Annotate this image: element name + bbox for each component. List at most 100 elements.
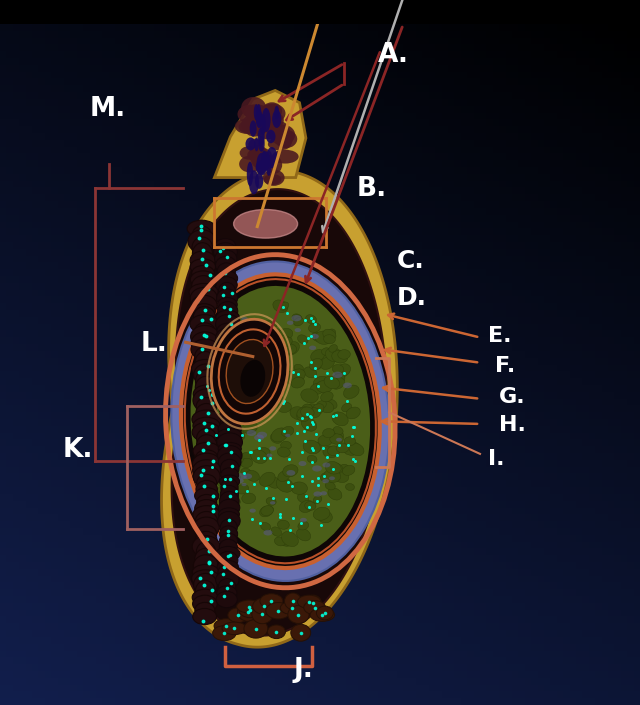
Ellipse shape — [272, 110, 282, 128]
Ellipse shape — [194, 364, 218, 386]
Ellipse shape — [220, 539, 237, 555]
Ellipse shape — [220, 360, 238, 380]
Ellipse shape — [218, 357, 240, 371]
Ellipse shape — [227, 403, 238, 412]
Ellipse shape — [304, 367, 317, 378]
Ellipse shape — [238, 120, 262, 134]
Ellipse shape — [260, 594, 283, 608]
Ellipse shape — [255, 110, 276, 121]
Ellipse shape — [191, 339, 220, 360]
Ellipse shape — [316, 381, 332, 393]
Ellipse shape — [283, 371, 300, 384]
Ellipse shape — [237, 602, 259, 621]
Ellipse shape — [324, 335, 335, 344]
Ellipse shape — [211, 417, 228, 431]
Ellipse shape — [239, 146, 259, 160]
Ellipse shape — [230, 366, 243, 378]
Ellipse shape — [243, 362, 257, 373]
Ellipse shape — [201, 394, 215, 405]
Ellipse shape — [316, 606, 333, 620]
Ellipse shape — [214, 243, 237, 262]
Ellipse shape — [285, 342, 300, 355]
Ellipse shape — [258, 128, 264, 147]
Ellipse shape — [342, 465, 355, 475]
Ellipse shape — [275, 106, 279, 119]
Text: L.: L. — [141, 331, 168, 357]
Ellipse shape — [294, 317, 303, 326]
Ellipse shape — [217, 586, 237, 600]
Ellipse shape — [282, 532, 298, 546]
Ellipse shape — [241, 97, 266, 118]
Ellipse shape — [263, 169, 285, 186]
Ellipse shape — [241, 116, 261, 134]
Ellipse shape — [192, 237, 212, 258]
Ellipse shape — [250, 145, 268, 166]
Ellipse shape — [218, 579, 236, 594]
Ellipse shape — [256, 109, 262, 128]
Ellipse shape — [346, 407, 360, 419]
Ellipse shape — [262, 108, 271, 132]
Ellipse shape — [220, 491, 239, 511]
Ellipse shape — [238, 391, 252, 402]
Ellipse shape — [196, 398, 216, 416]
Ellipse shape — [235, 407, 243, 412]
Ellipse shape — [248, 139, 262, 150]
Ellipse shape — [285, 434, 291, 437]
Ellipse shape — [189, 283, 218, 301]
Ellipse shape — [202, 451, 215, 462]
Ellipse shape — [312, 465, 322, 472]
Ellipse shape — [257, 431, 267, 438]
Ellipse shape — [277, 447, 291, 457]
Ellipse shape — [249, 171, 259, 195]
Ellipse shape — [198, 425, 211, 436]
Ellipse shape — [216, 546, 240, 561]
Ellipse shape — [333, 427, 343, 435]
Ellipse shape — [310, 384, 324, 394]
Ellipse shape — [224, 377, 239, 390]
Text: J.: J. — [293, 656, 313, 682]
Ellipse shape — [305, 595, 321, 612]
Ellipse shape — [316, 400, 326, 409]
Ellipse shape — [220, 475, 239, 488]
Ellipse shape — [247, 398, 257, 405]
Ellipse shape — [216, 314, 241, 334]
Ellipse shape — [272, 367, 282, 374]
Ellipse shape — [250, 121, 257, 137]
Text: M.: M. — [90, 97, 126, 123]
Ellipse shape — [190, 288, 218, 309]
Ellipse shape — [196, 474, 217, 491]
Ellipse shape — [220, 407, 239, 425]
Ellipse shape — [253, 598, 276, 614]
Ellipse shape — [271, 434, 282, 443]
Ellipse shape — [245, 364, 253, 369]
Ellipse shape — [195, 548, 217, 570]
Ellipse shape — [263, 105, 279, 115]
Ellipse shape — [268, 625, 285, 639]
Ellipse shape — [239, 327, 254, 339]
Ellipse shape — [310, 360, 321, 369]
Ellipse shape — [251, 450, 268, 463]
Ellipse shape — [193, 442, 220, 460]
Ellipse shape — [193, 517, 220, 538]
Ellipse shape — [196, 541, 216, 564]
Ellipse shape — [264, 530, 273, 536]
Ellipse shape — [240, 453, 252, 462]
Text: D.: D. — [397, 286, 427, 310]
Ellipse shape — [332, 412, 348, 426]
Ellipse shape — [236, 479, 244, 484]
Ellipse shape — [316, 510, 332, 523]
Ellipse shape — [273, 300, 288, 312]
Ellipse shape — [241, 321, 253, 331]
Ellipse shape — [232, 317, 242, 325]
Ellipse shape — [280, 302, 289, 310]
Ellipse shape — [258, 352, 274, 367]
Ellipse shape — [329, 345, 337, 352]
Ellipse shape — [236, 379, 246, 388]
Ellipse shape — [338, 350, 350, 360]
Ellipse shape — [217, 433, 243, 452]
Ellipse shape — [225, 409, 235, 417]
Ellipse shape — [181, 274, 380, 568]
Ellipse shape — [216, 429, 231, 440]
Ellipse shape — [343, 442, 360, 455]
Ellipse shape — [193, 595, 217, 613]
